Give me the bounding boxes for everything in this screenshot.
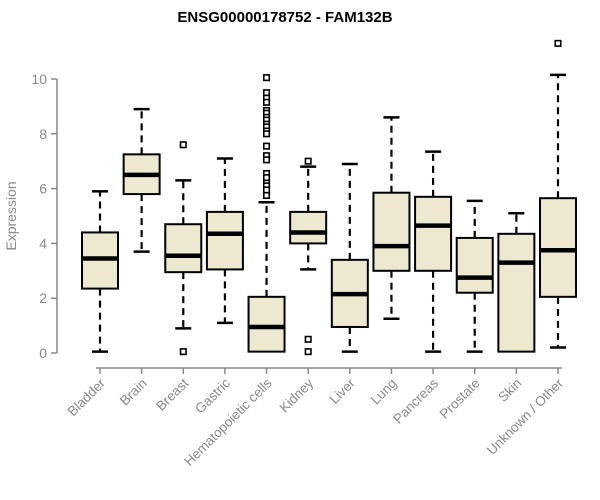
boxplot-prostate — [455, 199, 494, 353]
x-category-label: Liver — [327, 375, 359, 407]
boxplot-hematopoietic-cells — [247, 74, 286, 353]
box-rect — [372, 191, 411, 272]
y-tick-label: 4 — [39, 235, 47, 251]
x-category-label: Lung — [368, 376, 400, 408]
boxplot-bladder — [81, 190, 119, 353]
y-tick-label: 8 — [39, 126, 47, 142]
outlier-point — [304, 157, 312, 165]
box-rect — [164, 223, 203, 274]
x-category-label: Prostate — [437, 376, 483, 422]
outlier-point — [179, 141, 187, 149]
y-axis: 0 2 4 6 8 10 Expression — [3, 71, 58, 361]
x-category-label: Unknown / Other — [484, 375, 567, 458]
box-rect — [455, 236, 494, 294]
outlier-point — [304, 348, 312, 356]
outlier-point — [262, 174, 271, 182]
x-category-label: Pancreas — [390, 375, 441, 426]
y-tick-label: 10 — [31, 71, 47, 87]
box-rect — [538, 197, 577, 298]
boxplot-liver — [330, 162, 369, 353]
x-category-label: Skin — [495, 376, 524, 405]
box-rect — [414, 195, 453, 272]
outlier-point — [262, 74, 271, 82]
outlier-point — [179, 348, 187, 356]
boxplot-pancreas — [414, 150, 453, 353]
boxplot-unknown-other — [538, 39, 577, 349]
outlier-point — [262, 130, 271, 138]
outlier-point — [262, 98, 271, 106]
boxplot-skin — [497, 212, 536, 353]
outlier-point — [304, 335, 312, 343]
y-tick-label: 2 — [39, 290, 47, 306]
x-category-label: Brain — [117, 376, 150, 409]
outlier-point — [554, 39, 562, 47]
boxplot-lung — [372, 116, 411, 320]
chart-title: ENSG00000178752 - FAM132B — [177, 9, 392, 26]
outlier-point — [262, 142, 271, 150]
box-rect — [289, 210, 328, 245]
x-category-label: Bladder — [65, 375, 109, 419]
y-tick-label: 0 — [39, 345, 47, 361]
box-rect — [497, 232, 536, 353]
y-tick-label: 6 — [39, 181, 47, 197]
outlier-point — [262, 191, 271, 199]
x-category-label: Breast — [153, 375, 191, 413]
outlier-point — [262, 156, 271, 164]
box-rect — [247, 295, 286, 353]
x-category-label: Kidney — [277, 375, 317, 415]
boxplot-breast — [164, 141, 203, 356]
boxplot-brain — [122, 107, 161, 253]
x-category-label: Gastric — [192, 375, 233, 416]
y-axis-label: Expression — [3, 181, 19, 250]
box-rect — [205, 210, 244, 271]
outlier-point — [262, 186, 271, 194]
outlier-point — [262, 89, 271, 97]
boxplot-kidney — [289, 157, 328, 356]
boxplot-gastric — [205, 157, 244, 325]
